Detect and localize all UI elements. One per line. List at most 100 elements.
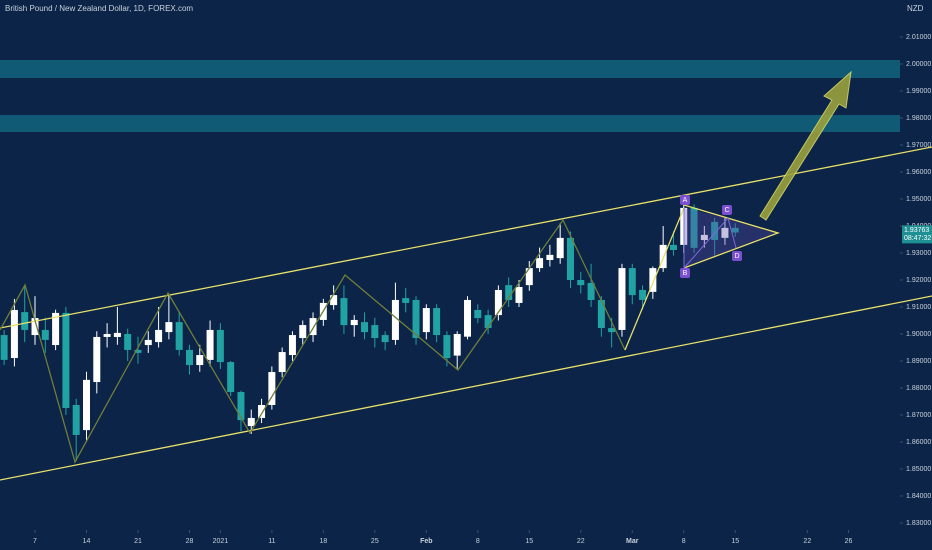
candle-body: [412, 299, 420, 339]
candle-body: [216, 329, 224, 363]
x-tick-label: 8: [476, 538, 480, 545]
candle-body: [546, 254, 554, 261]
candle-body: [587, 282, 595, 300]
candle-body: [175, 322, 183, 350]
candle-body: [72, 404, 80, 435]
zigzag: [0, 218, 626, 464]
x-tick-label: 25: [371, 538, 379, 545]
candle-body: [700, 234, 708, 241]
x-tick-label: 15: [731, 538, 739, 545]
candle-body: [113, 332, 121, 337]
annotation: C: [724, 207, 729, 214]
candle-body: [391, 299, 399, 340]
candle-body: [669, 244, 677, 251]
candle-body: [381, 335, 389, 343]
candle-body: [711, 221, 719, 241]
y-tick-label: 1.99000: [906, 88, 931, 95]
candle-body: [453, 333, 461, 356]
x-tick-label: 8: [682, 538, 686, 545]
candle-body: [10, 309, 18, 359]
candle-body: [62, 312, 70, 408]
label-box: [680, 195, 690, 205]
candle-body: [371, 325, 379, 339]
candle-body: [566, 237, 574, 280]
y-tick-label: 1.92000: [906, 277, 931, 284]
candle-body: [464, 299, 472, 337]
candle-body: [185, 349, 193, 366]
candle-body: [618, 268, 626, 330]
currency-label: NZD: [907, 4, 924, 13]
x-tick-label: 28: [186, 538, 194, 545]
y-tick-label: 1.96000: [906, 169, 931, 176]
candle-body: [608, 328, 616, 333]
x-tick-label: 11: [268, 538, 275, 545]
candle-body: [41, 329, 49, 340]
annotation: D: [734, 253, 739, 260]
x-tick-label: 7: [33, 538, 37, 545]
y-tick-label: 1.93000: [906, 250, 931, 257]
candle-body: [103, 333, 111, 337]
candle-body: [536, 258, 544, 269]
x-tick-label: 26: [845, 538, 853, 545]
candle-body: [350, 319, 358, 326]
candle-body: [144, 339, 152, 346]
candle-body: [247, 417, 255, 427]
candle-body: [721, 227, 729, 238]
triangle-fill: [684, 208, 778, 268]
candle-body: [690, 207, 698, 248]
candle-body: [474, 309, 482, 319]
candle-body: [299, 325, 307, 339]
x-tick-label: Feb: [420, 538, 432, 545]
chart-title: British Pound / New Zealand Dollar, 1D, …: [5, 4, 193, 13]
y-tick-label: 1.88000: [906, 385, 931, 392]
x-tick-label: 22: [577, 538, 585, 545]
candle-body: [155, 329, 163, 343]
candle-body: [52, 312, 60, 346]
candle-body: [577, 279, 585, 286]
candle-body: [330, 295, 338, 306]
abcd-pattern: [683, 208, 737, 270]
candle-body: [93, 336, 101, 383]
y-tick-label: 1.83000: [906, 520, 931, 527]
candle-body: [639, 289, 647, 300]
annotation: B: [683, 270, 688, 277]
candle-body: [165, 322, 173, 333]
candle-body: [268, 372, 276, 405]
y-tick-label: 1.84000: [906, 493, 931, 500]
drawings: A B C D: [0, 70, 932, 481]
candle-body: [484, 315, 492, 329]
candle-body: [505, 285, 513, 300]
label-box: [732, 251, 742, 261]
candle-body: [731, 227, 739, 233]
candle-body: [196, 355, 204, 366]
candle-body: [258, 404, 266, 418]
triangle: [683, 204, 781, 269]
y-tick-label: 1.91000: [906, 304, 931, 311]
x-tick-label: 22: [803, 538, 811, 545]
candle-body: [433, 308, 441, 336]
candle-body: [340, 298, 348, 326]
annotation: A: [683, 197, 688, 204]
x-tick-label: 14: [83, 538, 91, 545]
channel-upper: [0, 146, 932, 329]
resistance-zone: [0, 115, 900, 132]
candle-body: [134, 349, 142, 353]
candle-body: [124, 333, 132, 350]
x-tick-label: Mar: [626, 538, 639, 545]
target-arrow: [759, 70, 852, 221]
x-tick-label: 2021: [213, 538, 229, 545]
x-tick-label: 18: [319, 538, 327, 545]
candle-body: [494, 289, 502, 316]
y-tick-label: 2.00000: [906, 61, 931, 68]
candle-body: [402, 298, 410, 303]
candle-body: [556, 237, 564, 259]
x-tick-label: 15: [525, 538, 533, 545]
candle-body: [0, 335, 8, 360]
channel-lower: [0, 295, 932, 481]
candle-body: [443, 335, 451, 359]
candle-body: [21, 312, 29, 330]
candle-body: [288, 335, 296, 356]
candle-body: [422, 308, 430, 333]
